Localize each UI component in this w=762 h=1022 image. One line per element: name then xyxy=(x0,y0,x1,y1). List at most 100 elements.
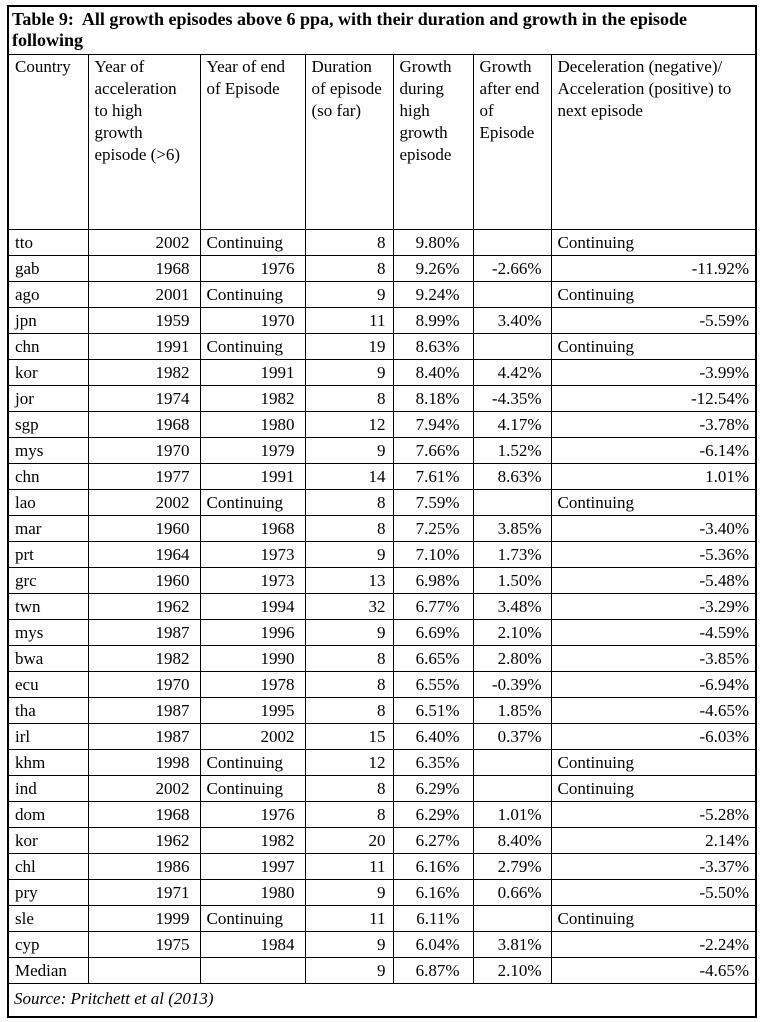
cell-growth-during: 6.65% xyxy=(392,645,474,672)
cell-decel-accel-next: -12.54% xyxy=(550,385,757,412)
cell-year-of-acceleration: 1974 xyxy=(87,385,201,412)
cell-duration: 11 xyxy=(304,905,394,932)
cell-duration: 15 xyxy=(304,723,394,750)
cell-duration: 14 xyxy=(304,463,394,490)
cell-country: jor xyxy=(7,385,89,412)
cell-growth-during: 6.29% xyxy=(392,775,474,802)
cell-growth-during: 7.61% xyxy=(392,463,474,490)
cell-decel-accel-next: -2.24% xyxy=(550,931,757,958)
cell-decel-accel-next: -4.65% xyxy=(550,957,757,984)
cell-growth-during: 6.40% xyxy=(392,723,474,750)
cell-growth-during: 7.10% xyxy=(392,541,474,568)
cell-year-of-end: Continuing xyxy=(199,333,306,360)
cell-year-of-acceleration: 1968 xyxy=(87,801,201,828)
cell-decel-accel-next: Continuing xyxy=(550,749,757,776)
cell-duration: 12 xyxy=(304,749,394,776)
cell-country: pry xyxy=(7,879,89,906)
cell-decel-accel-next: -6.03% xyxy=(550,723,757,750)
cell-growth-after: 1.85% xyxy=(472,697,552,724)
cell-growth-during: 9.80% xyxy=(392,229,474,256)
cell-duration: 8 xyxy=(304,229,394,256)
cell-year-of-acceleration: 1998 xyxy=(87,749,201,776)
table-row: chl 1986 1997 11 6.16% 2.79% -3.37% xyxy=(7,853,757,880)
cell-growth-after xyxy=(472,229,552,256)
table-row: tto 2002 Continuing 8 9.80% Continuing xyxy=(7,229,757,256)
cell-duration: 32 xyxy=(304,593,394,620)
cell-growth-during: 7.59% xyxy=(392,489,474,516)
cell-duration: 12 xyxy=(304,411,394,438)
cell-growth-after: 4.42% xyxy=(472,359,552,386)
cell-country: mar xyxy=(7,515,89,542)
column-header-country: Country xyxy=(7,54,89,230)
cell-country: grc xyxy=(7,567,89,594)
cell-year-of-acceleration: 2002 xyxy=(87,229,201,256)
cell-year-of-end: 1973 xyxy=(199,541,306,568)
table-row: twn 1962 1994 32 6.77% 3.48% -3.29% xyxy=(7,593,757,620)
cell-year-of-acceleration: 1970 xyxy=(87,437,201,464)
table-row: pry 1971 1980 9 6.16% 0.66% -5.50% xyxy=(7,879,757,906)
cell-duration: 8 xyxy=(304,775,394,802)
cell-year-of-acceleration: 1977 xyxy=(87,463,201,490)
cell-growth-during: 9.24% xyxy=(392,281,474,308)
cell-duration: 9 xyxy=(304,619,394,646)
cell-duration: 20 xyxy=(304,827,394,854)
cell-growth-during: 6.35% xyxy=(392,749,474,776)
table-row: mys 1970 1979 9 7.66% 1.52% -6.14% xyxy=(7,437,757,464)
cell-growth-during: 8.40% xyxy=(392,359,474,386)
cell-growth-during: 8.99% xyxy=(392,307,474,334)
cell-growth-after: 1.01% xyxy=(472,801,552,828)
cell-growth-after: 2.10% xyxy=(472,957,552,984)
cell-year-of-end: 1980 xyxy=(199,411,306,438)
cell-growth-after: 3.40% xyxy=(472,307,552,334)
cell-duration: 9 xyxy=(304,437,394,464)
table-row: sle 1999 Continuing 11 6.11% Continuing xyxy=(7,905,757,932)
cell-growth-after: -0.39% xyxy=(472,671,552,698)
cell-growth-after: 0.66% xyxy=(472,879,552,906)
cell-year-of-acceleration: 1987 xyxy=(87,697,201,724)
cell-decel-accel-next: -5.28% xyxy=(550,801,757,828)
column-header-growth-after: Growth after end of Episode xyxy=(472,54,552,230)
cell-year-of-acceleration: 1970 xyxy=(87,671,201,698)
cell-year-of-end: 1980 xyxy=(199,879,306,906)
table-row: mar 1960 1968 8 7.25% 3.85% -3.40% xyxy=(7,515,757,542)
cell-growth-during: 6.04% xyxy=(392,931,474,958)
cell-growth-after: 8.40% xyxy=(472,827,552,854)
cell-decel-accel-next: -6.94% xyxy=(550,671,757,698)
table-row: grc 1960 1973 13 6.98% 1.50% -5.48% xyxy=(7,567,757,594)
cell-year-of-end: 1968 xyxy=(199,515,306,542)
cell-duration: 9 xyxy=(304,359,394,386)
table-row: khm 1998 Continuing 12 6.35% Continuing xyxy=(7,749,757,776)
cell-country: Median xyxy=(7,957,89,984)
cell-duration: 13 xyxy=(304,567,394,594)
cell-country: ecu xyxy=(7,671,89,698)
cell-growth-during: 6.27% xyxy=(392,827,474,854)
cell-growth-after: 8.63% xyxy=(472,463,552,490)
table-title: Table 9: All growth episodes above 6 ppa… xyxy=(7,5,757,55)
cell-duration: 8 xyxy=(304,671,394,698)
cell-country: sgp xyxy=(7,411,89,438)
cell-duration: 8 xyxy=(304,489,394,516)
cell-year-of-end: Continuing xyxy=(199,749,306,776)
cell-country: gab xyxy=(7,255,89,282)
cell-growth-during: 8.63% xyxy=(392,333,474,360)
cell-growth-after: -4.35% xyxy=(472,385,552,412)
cell-growth-during: 7.25% xyxy=(392,515,474,542)
cell-duration: 8 xyxy=(304,697,394,724)
cell-growth-during: 7.66% xyxy=(392,437,474,464)
cell-duration: 9 xyxy=(304,879,394,906)
cell-country: dom xyxy=(7,801,89,828)
cell-country: irl xyxy=(7,723,89,750)
table-row: gab 1968 1976 8 9.26% -2.66% -11.92% xyxy=(7,255,757,282)
cell-country: cyp xyxy=(7,931,89,958)
cell-growth-during: 8.18% xyxy=(392,385,474,412)
cell-year-of-acceleration: 2002 xyxy=(87,489,201,516)
cell-country: kor xyxy=(7,827,89,854)
cell-duration: 9 xyxy=(304,957,394,984)
column-header-duration: Duration of episode (so far) xyxy=(304,54,394,230)
cell-decel-accel-next: 2.14% xyxy=(550,827,757,854)
header-row: Country Year of acceleration to high gro… xyxy=(7,54,757,230)
cell-year-of-end: 1976 xyxy=(199,255,306,282)
cell-country: chn xyxy=(7,463,89,490)
cell-decel-accel-next: -5.36% xyxy=(550,541,757,568)
cell-year-of-end: 1996 xyxy=(199,619,306,646)
